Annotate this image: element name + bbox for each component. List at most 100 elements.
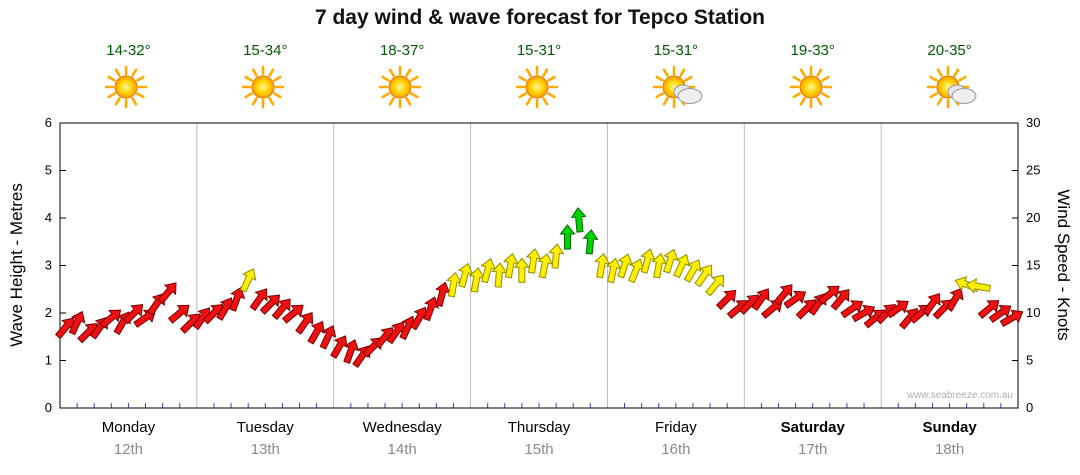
wind-arrow [977, 300, 1000, 320]
sun-icon [789, 65, 833, 109]
left-axis: 0 1 2 3 4 5 6 [45, 115, 66, 415]
day-name: Thursday [507, 419, 571, 436]
wind-arrow [988, 304, 1012, 324]
weather-icon [607, 63, 744, 115]
wind-arrow [773, 284, 793, 306]
left-tick-label: 2 [45, 305, 52, 320]
day-temp: 15-34° [243, 42, 288, 59]
wind-arrow [307, 320, 325, 345]
wind-arrow [886, 300, 909, 319]
right-tick-label: 25 [1026, 163, 1040, 178]
wind-arrow [946, 287, 964, 312]
day-date: 12th [113, 441, 144, 458]
day-name: Friday [655, 419, 697, 436]
wind-arrow [133, 309, 156, 328]
wind-arrow [99, 309, 122, 329]
wind-arrow [491, 262, 508, 288]
wind-arrow [840, 300, 864, 319]
day-date: 18th [934, 441, 965, 458]
wind-arrow [694, 264, 713, 288]
day-gridlines [196, 123, 882, 408]
day-date: 16th [661, 441, 691, 458]
day-name: Wednesday [362, 419, 442, 436]
right-tick-label: 5 [1026, 353, 1033, 368]
right-tick-label: 15 [1026, 258, 1040, 273]
wind-arrow [271, 298, 291, 321]
wind-arrow [817, 285, 840, 305]
day-temp: 19-33° [790, 42, 835, 59]
wind-arrow [751, 288, 770, 312]
day-temp: 14-32° [106, 42, 151, 59]
wind-arrow [343, 338, 360, 364]
wind-arrow [229, 286, 246, 312]
wind-arrow [932, 299, 953, 320]
left-tick-label: 3 [45, 258, 52, 273]
minor-ticks [76, 403, 1002, 408]
watermark: www.seabreeze.com.au [906, 390, 1013, 401]
weather-icon [471, 63, 608, 115]
weather-icon [197, 63, 334, 115]
day-head: 15-34° [197, 42, 334, 115]
day-foot: Wednesday 14th [334, 419, 471, 458]
weather-icon [881, 63, 1018, 115]
left-tick-label: 5 [45, 163, 52, 178]
wind-arrow [651, 252, 668, 279]
plot-border [59, 122, 1019, 409]
wind-arrow [68, 310, 86, 336]
wind-arrow [783, 290, 807, 309]
day-date: 17th [798, 441, 828, 458]
wind-arrow [239, 268, 257, 293]
wind-arrow [999, 309, 1024, 328]
days-header: 14-32° 15-34° 18-37° [60, 42, 1018, 115]
day-date: 14th [387, 441, 417, 458]
cloud-shape [947, 84, 977, 104]
day-name: Monday [101, 419, 156, 436]
left-tick-label: 4 [45, 210, 52, 225]
wind-arrow [249, 288, 268, 312]
wind-arrow [965, 278, 992, 294]
right-tick-label: 0 [1026, 400, 1033, 415]
left-tick-label: 0 [45, 400, 52, 415]
wind-arrow [570, 207, 587, 233]
sun-cloud-icon [652, 65, 703, 109]
day-foot: Tuesday 13th [197, 419, 334, 458]
wind-arrow [537, 252, 554, 279]
wind-arrow [673, 253, 690, 279]
day-name: Tuesday [236, 419, 294, 436]
wind-arrow [594, 252, 611, 279]
sun-icon [378, 65, 422, 109]
day-head: 18-37° [334, 42, 471, 115]
wind-arrow [122, 303, 144, 325]
wind-arrow [851, 304, 876, 323]
sun-icon [241, 65, 285, 109]
left-tick-label: 6 [45, 115, 52, 130]
left-tick-label: 1 [45, 353, 52, 368]
sun-icon [105, 65, 148, 109]
day-date: 13th [250, 441, 280, 458]
right-tick-label: 20 [1026, 210, 1040, 225]
day-temp: 18-37° [379, 42, 425, 59]
day-foot: Thursday 15th [471, 419, 608, 458]
weather-icon [744, 63, 881, 115]
day-date: 15th [524, 441, 554, 458]
day-foot: Monday 12th [60, 419, 197, 458]
day-foot: Sunday 18th [881, 419, 1018, 458]
right-tick-label: 10 [1026, 305, 1040, 320]
day-temp: 20-35° [927, 42, 972, 59]
right-axis: 0 5 10 15 20 25 30 [1012, 115, 1040, 415]
day-foot: Saturday 17th [744, 419, 881, 458]
wind-arrow [760, 300, 783, 320]
day-temp: 15-31° [653, 42, 699, 59]
day-temp: 15-31° [516, 42, 562, 59]
day-head: 19-33° [744, 42, 881, 115]
day-foot: Friday 16th [607, 419, 744, 458]
wind-arrow [167, 304, 190, 324]
wind-arrow [582, 229, 599, 255]
wind-arrow [330, 335, 348, 359]
day-name: Sunday [922, 419, 977, 436]
days-footer: Monday 12th Tuesday 13th Wednesday 14th … [60, 419, 1018, 458]
wind-arrow [157, 282, 177, 304]
page-title: 7 day wind & wave forecast for Tepco Sta… [314, 6, 766, 29]
